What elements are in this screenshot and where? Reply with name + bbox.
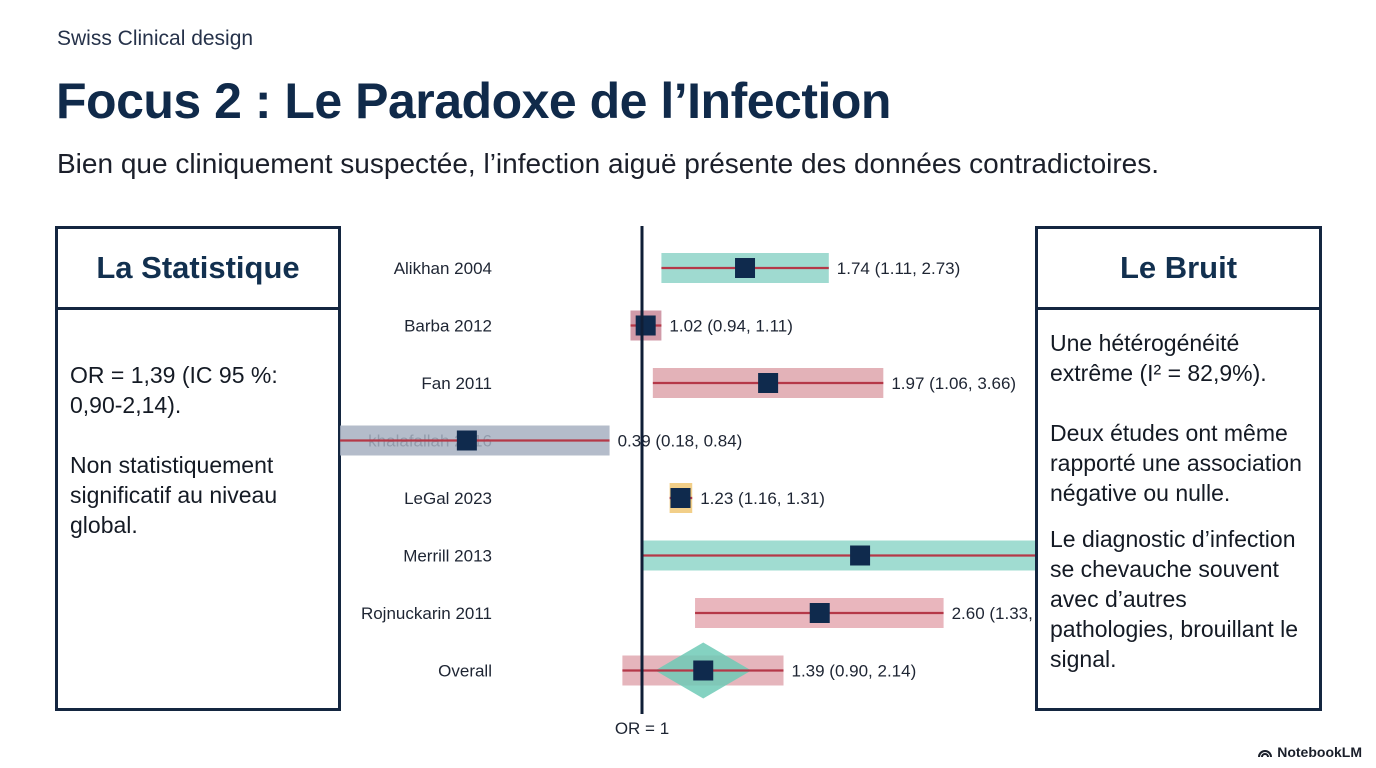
- noise-panel: Le Bruit Une hétérogénéité extrême (I² =…: [1035, 226, 1322, 711]
- study-label-overall: Overall: [438, 662, 492, 681]
- noise-panel-title: Le Bruit: [1038, 229, 1319, 310]
- forest-plot: Alikhan 2004 1.74 (1.11, 2.73) Barba 2012 1…: [340, 226, 1040, 738]
- kicker: Swiss Clinical design: [57, 27, 254, 50]
- point-estimate-rojnuckarin-2011: [809, 603, 830, 623]
- point-estimate-barba-2012: [635, 315, 656, 336]
- study-label-barba-2012: Barba 2012: [404, 317, 492, 336]
- point-estimate-merrill-2013: [850, 545, 871, 566]
- noise-text-negative: Deux études ont même rapporté une associ…: [1050, 420, 1302, 506]
- reference-label: OR = 1: [615, 719, 669, 738]
- statistics-panel-title: La Statistique: [58, 229, 338, 310]
- estimate-label-rojnuckarin-2011: 2.60 (1.33, 5.06): [952, 604, 1040, 623]
- estimate-label-alikhan-2004: 1.74 (1.11, 2.73): [837, 259, 961, 278]
- study-label-alikhan-2004: Alikhan 2004: [394, 259, 492, 278]
- estimate-label-overall: 1.39 (0.90, 2.14): [792, 662, 917, 681]
- study-label-legal-2023: LeGal 2023: [404, 489, 492, 508]
- noise-panel-body: Une hétérogénéité extrême (I² = 82,9%). …: [1038, 328, 1319, 674]
- point-estimate-legal-2023: [670, 488, 691, 508]
- brand: NotebookLM: [1258, 744, 1362, 760]
- statistics-text-or: OR = 1,39 (IC 95 %: 0,90-2,14).: [70, 362, 278, 418]
- noise-text-heterogeneity: Une hétérogénéité extrême (I² = 82,9%).: [1050, 330, 1267, 386]
- page-title: Focus 2 : Le Paradoxe de l’Infection: [56, 73, 891, 129]
- page-subtitle: Bien que cliniquement suspectée, l’infec…: [57, 148, 1160, 179]
- study-label-rojnuckarin-2011: Rojnuckarin 2011: [361, 604, 492, 623]
- statistics-text-significance: Non statistiquement significatif au nive…: [70, 452, 278, 538]
- brand-label: NotebookLM: [1277, 744, 1362, 760]
- study-label-fan-2011: Fan 2011: [421, 374, 492, 393]
- estimate-label-legal-2023: 1.23 (1.16, 1.31): [700, 489, 825, 508]
- statistics-panel: La Statistique OR = 1,39 (IC 95 %: 0,90-…: [55, 226, 341, 711]
- point-estimate-overall: [693, 660, 714, 681]
- point-estimate-khalafallah-2016: [456, 430, 477, 451]
- notebooklm-logo-icon: [1258, 749, 1273, 757]
- noise-text-diagnosis: Le diagnostic d’infection se chevauche s…: [1050, 526, 1299, 672]
- point-estimate-fan-2011: [758, 373, 779, 393]
- statistics-panel-body: OR = 1,39 (IC 95 %: 0,90-2,14). Non stat…: [58, 360, 338, 540]
- estimate-label-khalafallah-2016: 0.39 (0.18, 0.84): [618, 432, 743, 451]
- point-estimate-alikhan-2004: [735, 258, 756, 278]
- estimate-label-fan-2011: 1.97 (1.06, 3.66): [891, 374, 1016, 393]
- estimate-label-barba-2012: 1.02 (0.94, 1.11): [669, 317, 793, 336]
- study-label-merrill-2013: Merrill 2013: [403, 547, 492, 566]
